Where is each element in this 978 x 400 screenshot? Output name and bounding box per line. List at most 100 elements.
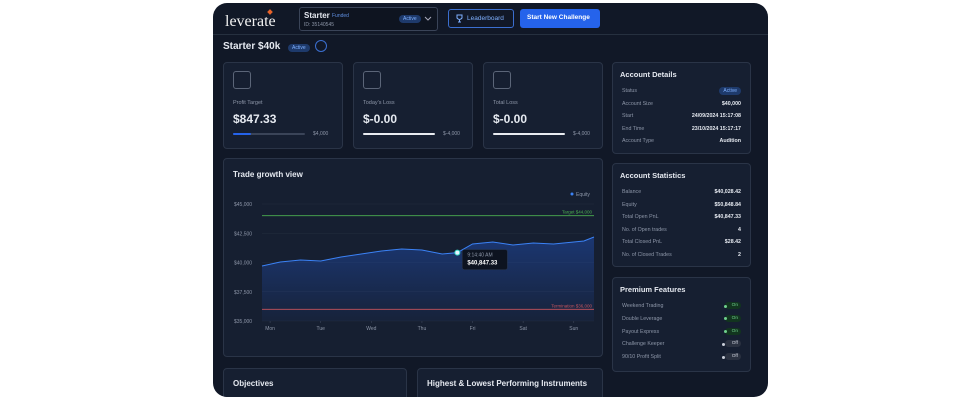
card-label: Profit Target [233, 100, 263, 106]
y-tick-label: $35,000 [234, 319, 252, 325]
row-label: Total Open PnL [622, 214, 659, 220]
row-label: Status [622, 88, 638, 94]
progress-track [233, 133, 305, 135]
card-limit: $4,000 [313, 131, 329, 137]
row-value: Audition [719, 138, 741, 144]
row-label: 90/10 Profit Split [622, 354, 661, 361]
premium-features-panel: Premium Features Weekend Trading On Double … [612, 277, 751, 372]
card-value: $847.33 [233, 112, 277, 126]
card-value: $-0.00 [363, 112, 398, 126]
y-tick-label: $37,500 [234, 290, 252, 296]
objectives-title: Objectives [233, 379, 274, 388]
x-tick-label: Sat [519, 326, 527, 332]
progress-fill [233, 133, 251, 135]
account-tag: Funded [332, 13, 349, 19]
trophy-icon [456, 14, 463, 23]
equity-area [262, 237, 594, 321]
row-label: Payout Express [622, 328, 660, 335]
panel-title: Premium Features [620, 285, 686, 294]
app-frame: leverate Starter Funded ID: 35140545 Act… [213, 3, 768, 397]
card-label: Total Loss [493, 100, 518, 106]
progress-track [493, 133, 565, 135]
refresh-button[interactable] [315, 40, 327, 52]
row-value: 4 [738, 226, 741, 233]
toggle-dot [722, 355, 725, 359]
row-value: $40,000 [721, 100, 741, 107]
tooltip-box [462, 249, 508, 270]
legend-dot [570, 192, 574, 196]
row-label: Account Type [622, 138, 654, 144]
row-label: Weekend Trading [622, 303, 664, 309]
row-label: End Time [622, 125, 645, 132]
equity-line [261, 236, 595, 267]
row-label: Challenge Keeper [622, 341, 665, 348]
row-label: Double Leverage [622, 315, 663, 322]
row-value: $28.42 [724, 239, 741, 245]
x-tick-label: Sun [569, 326, 578, 332]
account-select[interactable]: Starter Funded ID: 35140545 Active [299, 7, 438, 31]
y-tick-label: $45,000 [234, 202, 252, 208]
row-label: No. of Open trades [622, 226, 667, 233]
card-limit: $-4,000 [573, 131, 590, 137]
tooltip-time: 9:14:40 AM [467, 253, 492, 259]
page-status: Active [288, 44, 310, 52]
page-title: Starter $40k [223, 41, 281, 52]
account-status: Active [399, 15, 421, 23]
row-label: No. of Closed Trades [622, 251, 672, 258]
header-divider [213, 34, 768, 35]
feature-toggle[interactable]: Off [724, 340, 741, 348]
toggle-dot [722, 342, 725, 346]
row-label: Balance [622, 189, 642, 195]
row-label: Equity [622, 201, 637, 208]
row-value: $50,848.84 [714, 201, 741, 208]
leaderboard-button[interactable]: Leaderboard [448, 9, 514, 28]
row-value: 2 [738, 251, 741, 258]
card-value: $-0.00 [493, 112, 528, 126]
tooltip-value: $40,847.33 [467, 261, 498, 267]
card-icon [363, 71, 381, 89]
reference-label: Target $44,000 [562, 210, 593, 215]
chevron [424, 16, 432, 21]
card-label: Today's Loss [363, 100, 395, 106]
feature-toggle[interactable]: On [724, 302, 741, 309]
x-tick-label: Fri [470, 326, 476, 332]
toggle-dot [724, 330, 727, 334]
toggle-dot [724, 317, 727, 321]
hover-point [454, 249, 461, 256]
stat-card: Today's Loss $-0.00 $-4,000 [353, 62, 473, 149]
chart-panel: Trade growth view $35,000 $37,500 $40,000 $… [223, 158, 603, 357]
account-details-panel: Account Details Status Active Account Size $… [612, 62, 751, 154]
objectives-panel: Objectives [223, 368, 407, 397]
row-label: Start [622, 113, 634, 119]
row-value: 24/09/2024 15:17:08 [691, 113, 741, 119]
start-challenge-label: Start New Challenge [527, 14, 590, 21]
x-tick-label: Mon [265, 326, 275, 332]
account-statistics-panel: Account Statistics Balance $40,028.42 Equit… [612, 163, 751, 267]
start-challenge-button[interactable]: Start New Challenge [520, 9, 600, 28]
panel-title: Account Details [620, 70, 677, 79]
x-tick-label: Thu [418, 326, 427, 332]
account-id: ID: 35140545 [304, 22, 335, 28]
leaderboard-label: Leaderboard [467, 15, 504, 22]
row-value: $40,847.33 [714, 214, 741, 220]
x-tick-label: Tue [316, 326, 325, 332]
feature-toggle[interactable]: On [724, 314, 741, 322]
instruments-title: Highest & Lowest Performing Instruments [427, 379, 588, 388]
stat-card: Profit Target $847.33 $4,000 [223, 62, 343, 149]
status-pill: Active [719, 87, 741, 95]
row-label: Total Closed PnL [622, 239, 663, 245]
legend-label: Equity [576, 192, 590, 198]
card-icon [233, 71, 251, 89]
instruments-panel: Highest & Lowest Performing Instruments [417, 368, 603, 397]
chart: $35,000 $37,500 $40,000 $42,500 $45,000 Mon Tu… [234, 192, 595, 332]
panel-title: Account Statistics [620, 171, 686, 180]
card-icon [493, 71, 511, 89]
feature-toggle[interactable]: On [724, 327, 741, 335]
chart-title: Trade growth view [233, 170, 303, 179]
x-tick-label: Wed [366, 326, 376, 332]
row-value: 23/10/2024 15:17:17 [691, 125, 741, 132]
feature-toggle[interactable]: Off [724, 353, 741, 361]
y-tick-label: $40,000 [234, 261, 252, 267]
logo: leverate [225, 13, 276, 30]
